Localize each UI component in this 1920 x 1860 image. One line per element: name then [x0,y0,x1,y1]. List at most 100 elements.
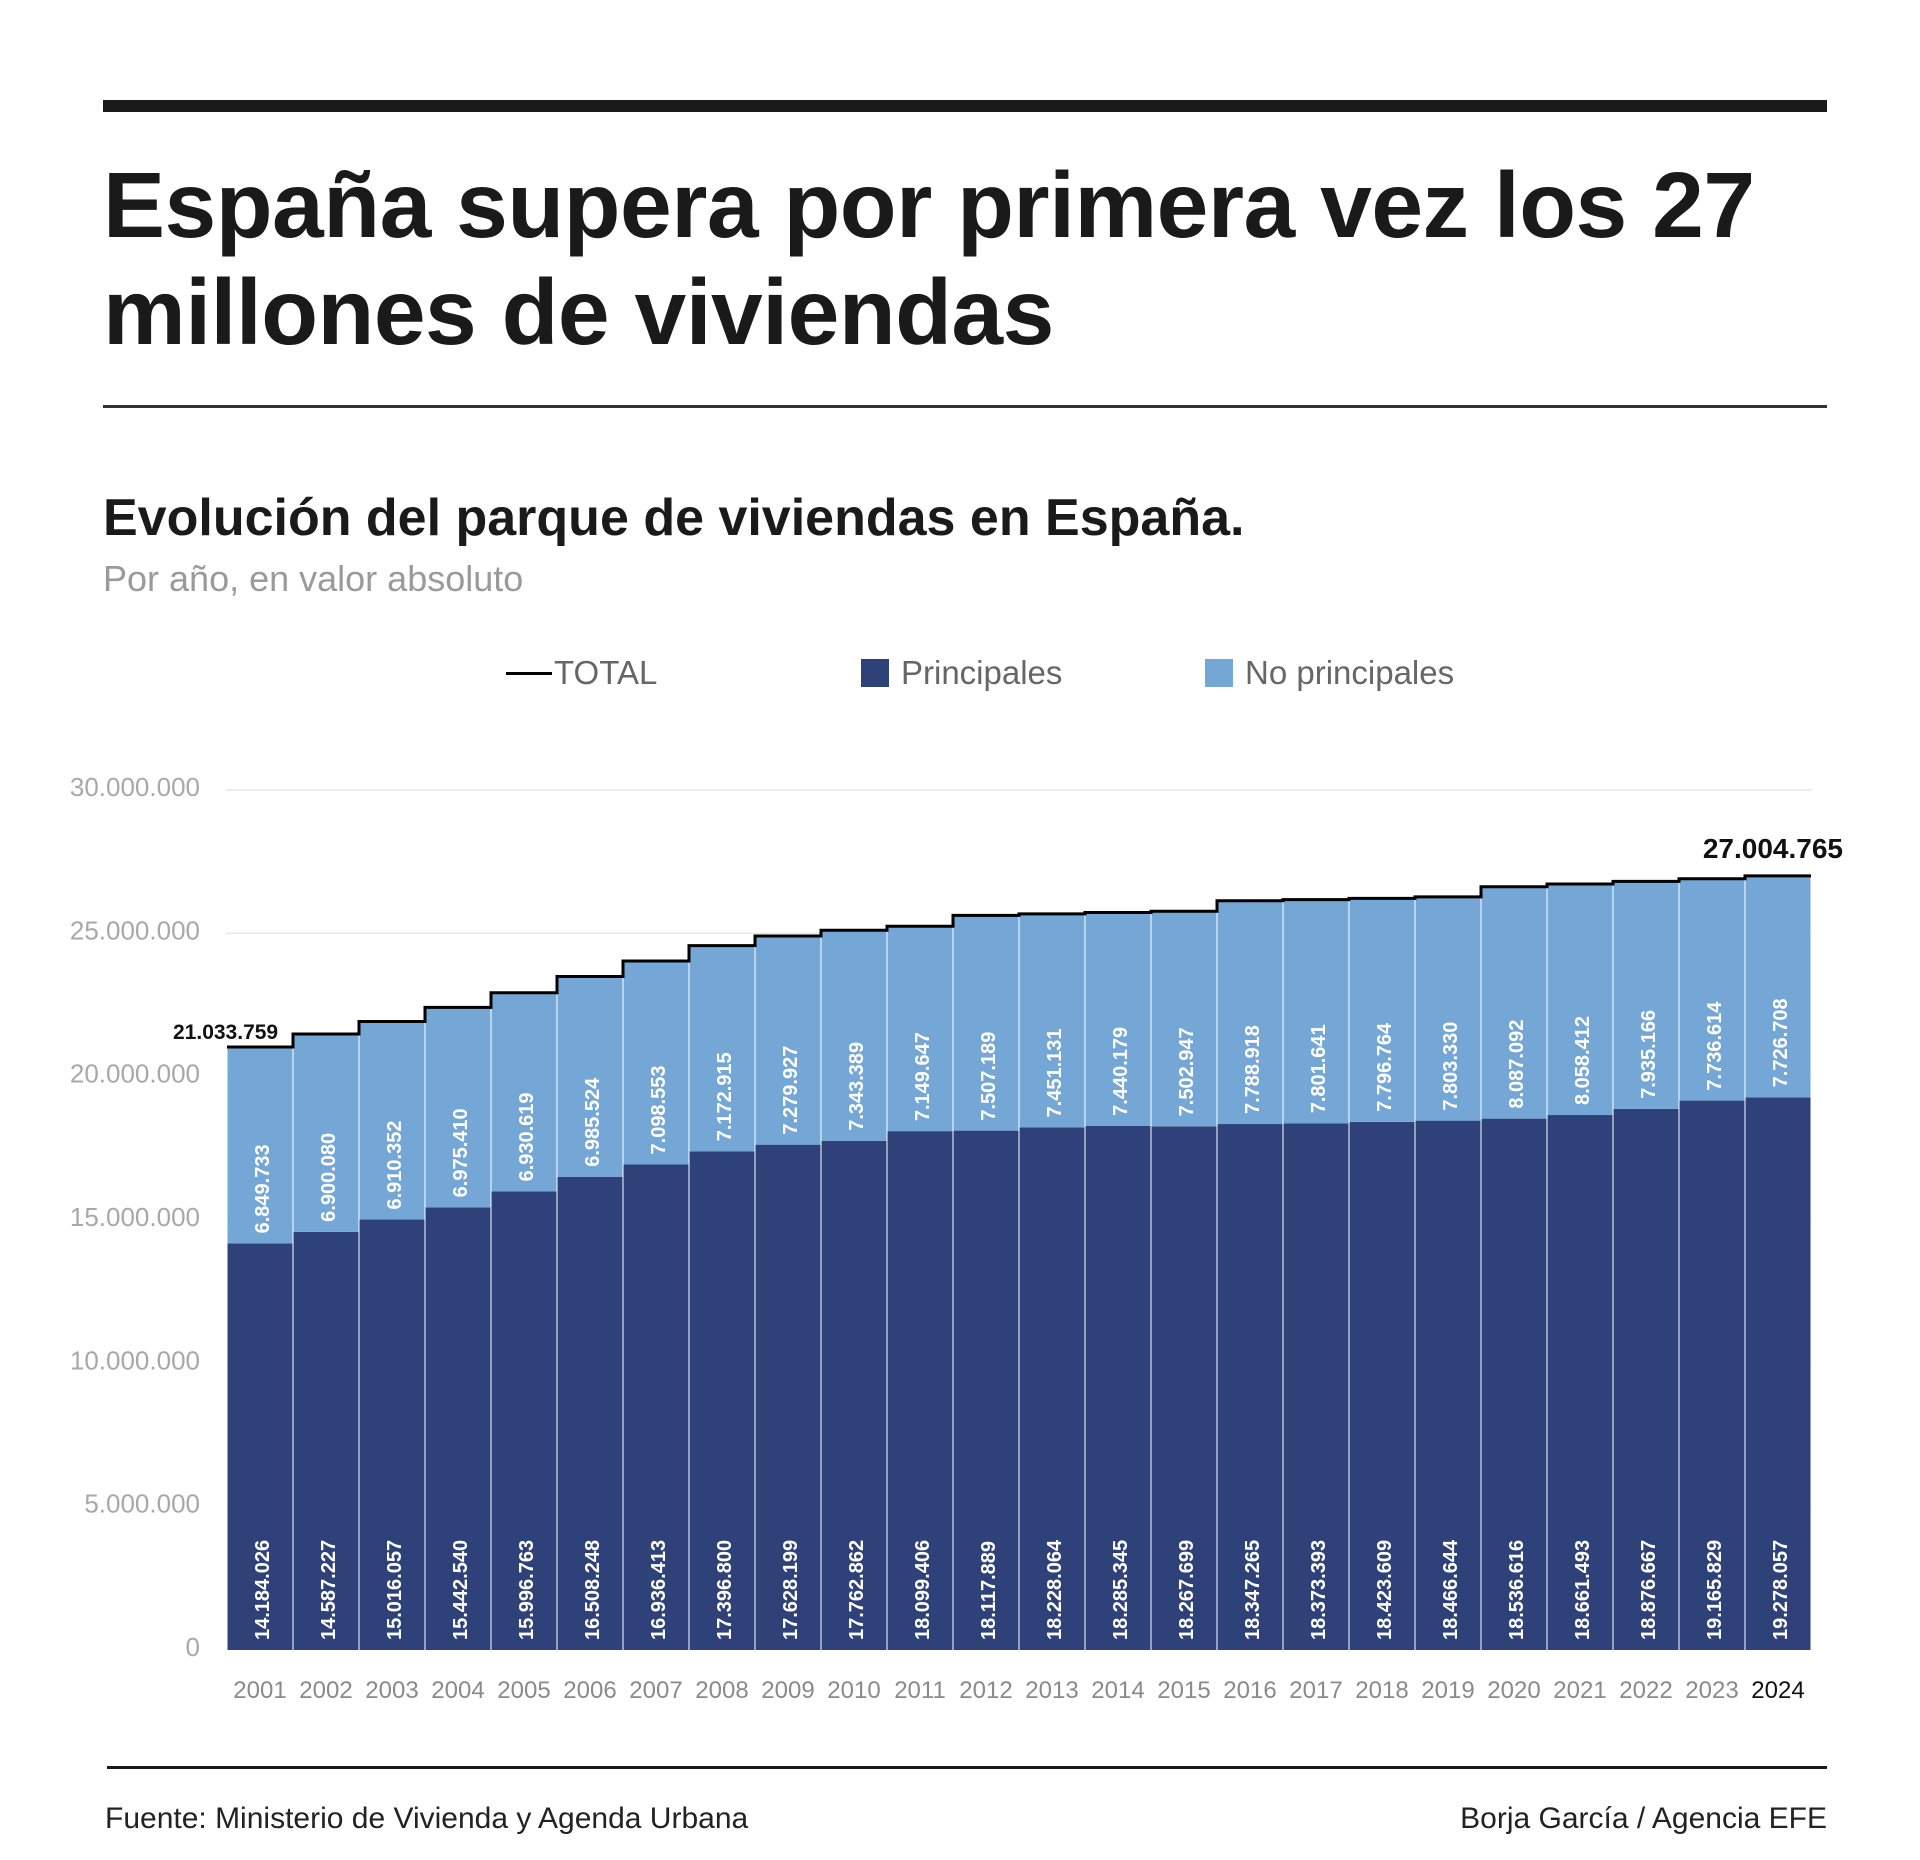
bar-principales [689,1151,755,1650]
bar-principales [359,1219,425,1650]
top-rule [103,100,1827,112]
legend-total-label: TOTAL [554,654,658,691]
bar-no-principales [623,960,689,1165]
principales-value-label: 17.396.800 [714,1540,736,1640]
x-tick-label: 2021 [1553,1677,1606,1704]
x-tick-label: 2023 [1685,1677,1738,1704]
bar-principales [821,1140,887,1650]
y-tick-label: 10.000.000 [70,1345,200,1375]
no-principales-swatch-icon [1205,659,1233,687]
principales-value-label: 18.347.265 [1242,1540,1264,1640]
chart-subtitle: Por año, en valor absoluto [103,558,524,599]
principales-value-label: 17.628.199 [780,1540,802,1640]
bar-no-principales [953,915,1019,1131]
x-tick-label: 2002 [299,1677,352,1704]
bar-no-principales [755,935,821,1145]
bar-principales [1481,1118,1547,1650]
bar-principales [491,1191,557,1650]
bar-no-principales [1085,912,1151,1126]
x-tick-label: 2008 [695,1677,748,1704]
legend-no-principales-label: No principales [1245,654,1455,691]
principales-value-label: 19.165.829 [1704,1540,1726,1640]
principales-value-label: 18.285.345 [1110,1540,1132,1640]
bar-principales [227,1243,293,1650]
bar-principales [1349,1121,1415,1650]
principales-value-label: 18.876.667 [1638,1540,1660,1640]
principales-value-label: 19.278.057 [1770,1540,1792,1640]
no-principales-value-label: 7.451.131 [1044,1028,1066,1117]
bar-principales [1745,1097,1811,1650]
bar-principales [1547,1115,1613,1650]
principales-value-label: 18.099.406 [912,1540,934,1640]
principales-value-label: 18.117.889 [978,1541,1000,1640]
bar-no-principales [1679,878,1745,1101]
no-principales-value-label: 7.440.179 [1110,1027,1132,1116]
bar-no-principales [1283,899,1349,1124]
principales-value-label: 15.016.057 [384,1540,406,1640]
x-tick-label: 2007 [629,1677,682,1704]
y-tick-label: 15.000.000 [70,1202,200,1232]
no-principales-value-label: 6.900.080 [318,1133,340,1222]
bar-no-principales [359,1021,425,1220]
principales-value-label: 17.762.862 [846,1540,868,1640]
principales-value-label: 18.423.609 [1374,1540,1396,1640]
no-principales-value-label: 6.849.733 [252,1144,274,1233]
principales-value-label: 18.661.493 [1572,1540,1594,1640]
x-tick-label: 2017 [1289,1677,1342,1704]
y-tick-label: 0 [186,1632,200,1662]
bar-principales [557,1176,623,1650]
x-tick-label: 2001 [233,1677,286,1704]
x-tick-label: 2013 [1025,1677,1078,1704]
no-principales-value-label: 7.098.553 [648,1066,670,1155]
bar-no-principales [557,976,623,1177]
principales-value-label: 18.267.699 [1176,1540,1198,1640]
principales-value-label: 18.228.064 [1044,1539,1066,1640]
y-tick-label: 25.000.000 [70,915,200,945]
no-principales-value-label: 6.910.352 [384,1121,406,1210]
x-tick-label: 2022 [1619,1677,1672,1704]
principales-value-label: 14.184.026 [252,1540,274,1640]
bar-principales [755,1144,821,1650]
x-tick-label: 2018 [1355,1677,1408,1704]
bar-no-principales [821,930,887,1141]
x-tick-label: 2010 [827,1677,880,1704]
total-line-icon [506,671,552,675]
bar-no-principales [425,1007,491,1208]
bar-principales [1019,1127,1085,1650]
bar-principales [1415,1120,1481,1650]
no-principales-value-label: 7.172.915 [714,1052,736,1141]
total-line [227,874,1811,1049]
x-tick-label: 2016 [1223,1677,1276,1704]
principales-value-label: 15.996.763 [516,1540,538,1640]
no-principales-value-label: 7.796.764 [1374,1022,1396,1112]
bar-no-principales [1481,886,1547,1119]
bar-no-principales [1217,900,1283,1125]
bar-no-principales [887,926,953,1132]
x-tick-label: 2003 [365,1677,418,1704]
no-principales-value-label: 6.930.619 [516,1092,538,1181]
legend-principales: Principales [861,652,1062,694]
chart-title: Evolución del parque de viviendas en Esp… [103,489,1245,547]
no-principales-value-label: 7.726.708 [1770,998,1792,1087]
bar-principales [293,1231,359,1650]
principales-value-label: 18.536.616 [1506,1540,1528,1640]
bar-principales [1283,1123,1349,1650]
bar-no-principales [491,992,557,1192]
bar-no-principales [1613,881,1679,1109]
principales-value-label: 18.466.644 [1440,1539,1462,1640]
source-text: Fuente: Ministerio de Vivienda y Agenda … [105,1802,749,1835]
bar-no-principales [227,1047,293,1244]
bottom-rule [107,1766,1827,1769]
bar-no-principales [1547,884,1613,1116]
bar-principales [425,1207,491,1650]
bar-no-principales [1745,875,1811,1098]
bar-no-principales [1349,898,1415,1122]
no-principales-value-label: 7.507.189 [978,1032,1000,1121]
legend-principales-label: Principales [901,654,1063,691]
x-tick-label: 2005 [497,1677,550,1704]
principales-value-label: 15.442.540 [450,1540,472,1640]
x-tick-label: 2020 [1487,1677,1540,1704]
x-tick-label: 2006 [563,1677,616,1704]
bar-principales [887,1131,953,1650]
no-principales-value-label: 7.149.647 [912,1032,934,1121]
